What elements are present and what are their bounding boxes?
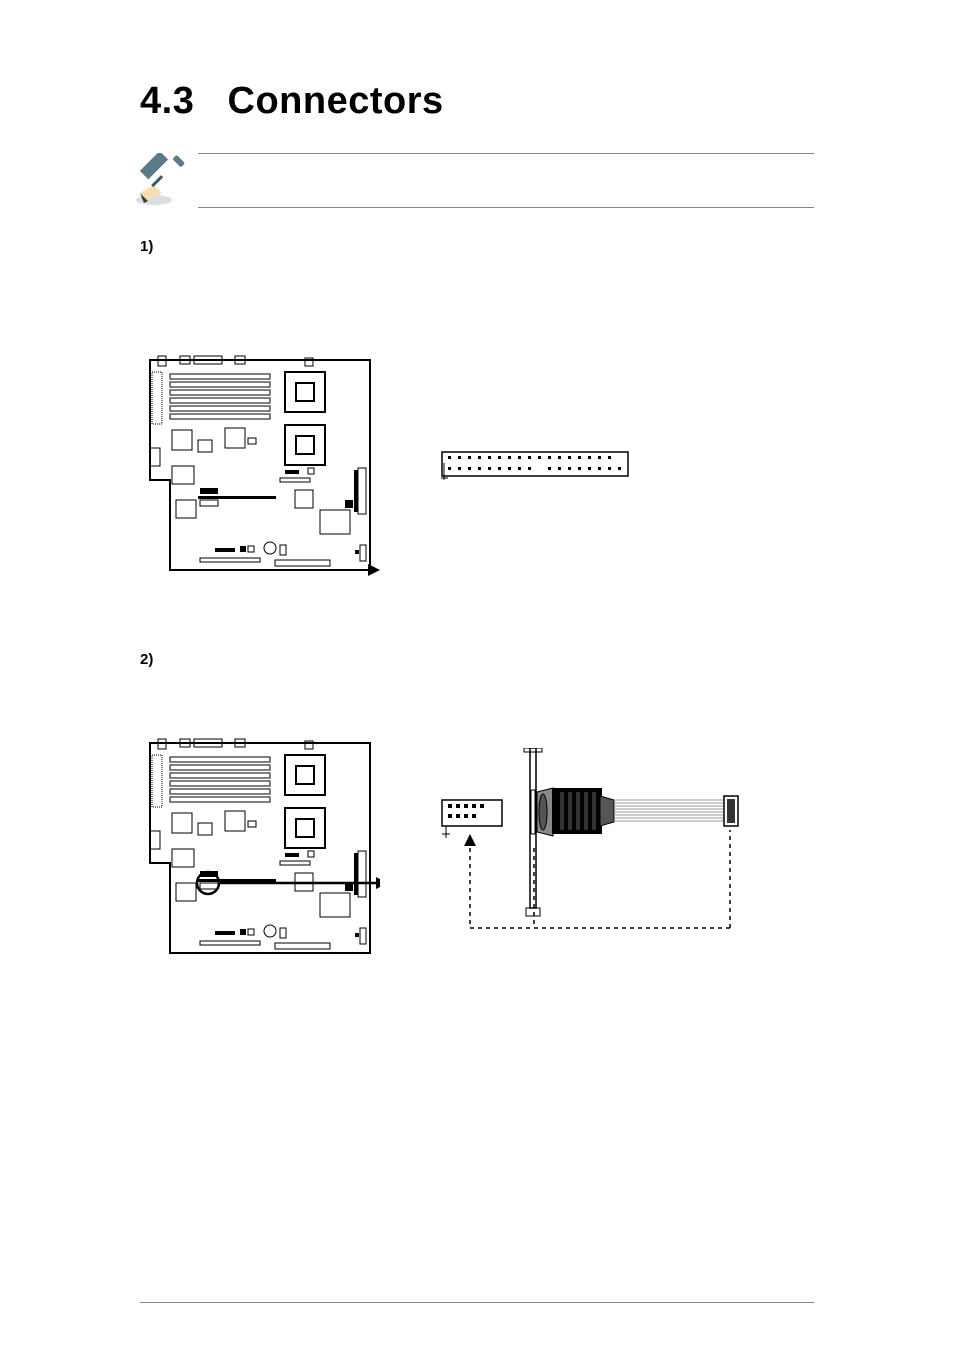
floppy-header-callout [440,450,814,480]
section-title: 4.3 Connectors [140,80,814,123]
connector-1-heading: 1) [140,238,814,255]
connector-1-section: 1) [140,238,814,601]
note-callout [130,153,814,208]
mobo-diagram-1 [140,350,380,580]
connector-2-heading: 2) [140,651,814,668]
com-bracket-callout [440,748,814,948]
connector-1-diagram-row [140,350,814,580]
pencil-note-icon [130,153,190,208]
section-number: 4.3 [140,80,194,122]
connector-2-diagram-row [140,733,814,963]
connector-2-caption [140,963,814,984]
connector-1-caption [140,580,814,601]
mobo-diagram-2 [140,733,380,963]
section-title-text: Connectors [228,80,444,122]
connector-2-num: 2) [140,651,153,668]
connector-1-description [140,255,814,335]
note-text-area [198,153,814,208]
connector-1-num: 1) [140,238,153,255]
page-footer [140,1302,814,1311]
connector-2-section: 2) [140,651,814,984]
connector-2-description [140,668,814,718]
